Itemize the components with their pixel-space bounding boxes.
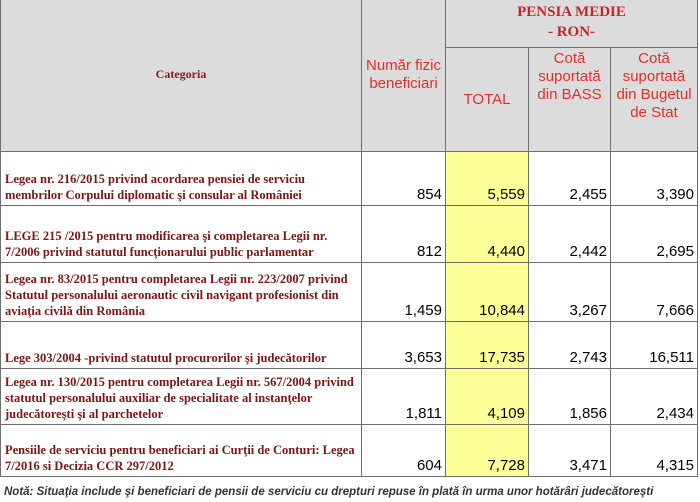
- row-total: 4,109: [445, 368, 529, 425]
- row-category: LEGE 215 /2015 pentru modificarea şi com…: [0, 205, 362, 263]
- row-state: 2,695: [610, 205, 698, 263]
- row-state: 16,511: [610, 321, 698, 369]
- row-beneficiaries: 1,811: [361, 368, 446, 425]
- row-total: 7,728: [445, 424, 529, 477]
- header-bass: Cotă suportată din BASS: [528, 47, 611, 152]
- header-total: TOTAL: [445, 47, 529, 152]
- row-bass: 2,442: [528, 205, 611, 263]
- row-total: 4,440: [445, 205, 529, 263]
- row-category: Lege 303/2004 -privind statutul procuror…: [0, 321, 362, 369]
- row-bass: 3,471: [528, 424, 611, 477]
- header-pension-unit: - RON-: [547, 24, 596, 40]
- header-state: Cotă suportată din Bugetul de Stat: [610, 47, 698, 152]
- row-beneficiaries: 3,653: [361, 321, 446, 369]
- row-beneficiaries: 1,459: [361, 262, 446, 322]
- footnote: Notă: Situaţia include şi beneficiari de…: [4, 486, 654, 498]
- row-beneficiaries: 604: [361, 424, 446, 477]
- row-state: 4,315: [610, 424, 698, 477]
- row-category: Legea nr. 216/2015 privind acordarea pen…: [0, 151, 362, 206]
- row-total: 5,559: [445, 151, 529, 206]
- row-total: 10,844: [445, 262, 529, 322]
- pension-table: Categoria Număr fizic beneficiari PENSIA…: [0, 0, 698, 477]
- row-category: Legea nr. 130/2015 pentru completarea Le…: [0, 368, 362, 425]
- row-bass: 3,267: [528, 262, 611, 322]
- row-bass: 2,455: [528, 151, 611, 206]
- row-beneficiaries: 812: [361, 205, 446, 263]
- table-row: Legea nr. 83/2015 pentru completarea Leg…: [0, 262, 698, 322]
- row-state: 3,390: [610, 151, 698, 206]
- table-row: Legea nr. 216/2015 privind acordarea pen…: [0, 151, 698, 206]
- row-bass: 2,743: [528, 321, 611, 369]
- row-total: 17,735: [445, 321, 529, 369]
- table-row: LEGE 215 /2015 pentru modificarea şi com…: [0, 205, 698, 263]
- row-state: 2,434: [610, 368, 698, 425]
- table-row: Lege 303/2004 -privind statutul procuror…: [0, 321, 698, 369]
- header-category: Categoria: [0, 0, 362, 152]
- header-pension-title: PENSIA MEDIE: [517, 4, 626, 20]
- row-bass: 1,856: [528, 368, 611, 425]
- row-category: Pensiile de serviciu pentru beneficiari …: [0, 424, 362, 477]
- header-pension-group: PENSIA MEDIE - RON-: [445, 0, 698, 48]
- row-state: 7,666: [610, 262, 698, 322]
- table-row: Legea nr. 130/2015 pentru completarea Le…: [0, 368, 698, 425]
- row-category: Legea nr. 83/2015 pentru completarea Leg…: [0, 262, 362, 322]
- table-row: Pensiile de serviciu pentru beneficiari …: [0, 424, 698, 477]
- header-beneficiaries: Număr fizic beneficiari: [361, 0, 446, 152]
- row-beneficiaries: 854: [361, 151, 446, 206]
